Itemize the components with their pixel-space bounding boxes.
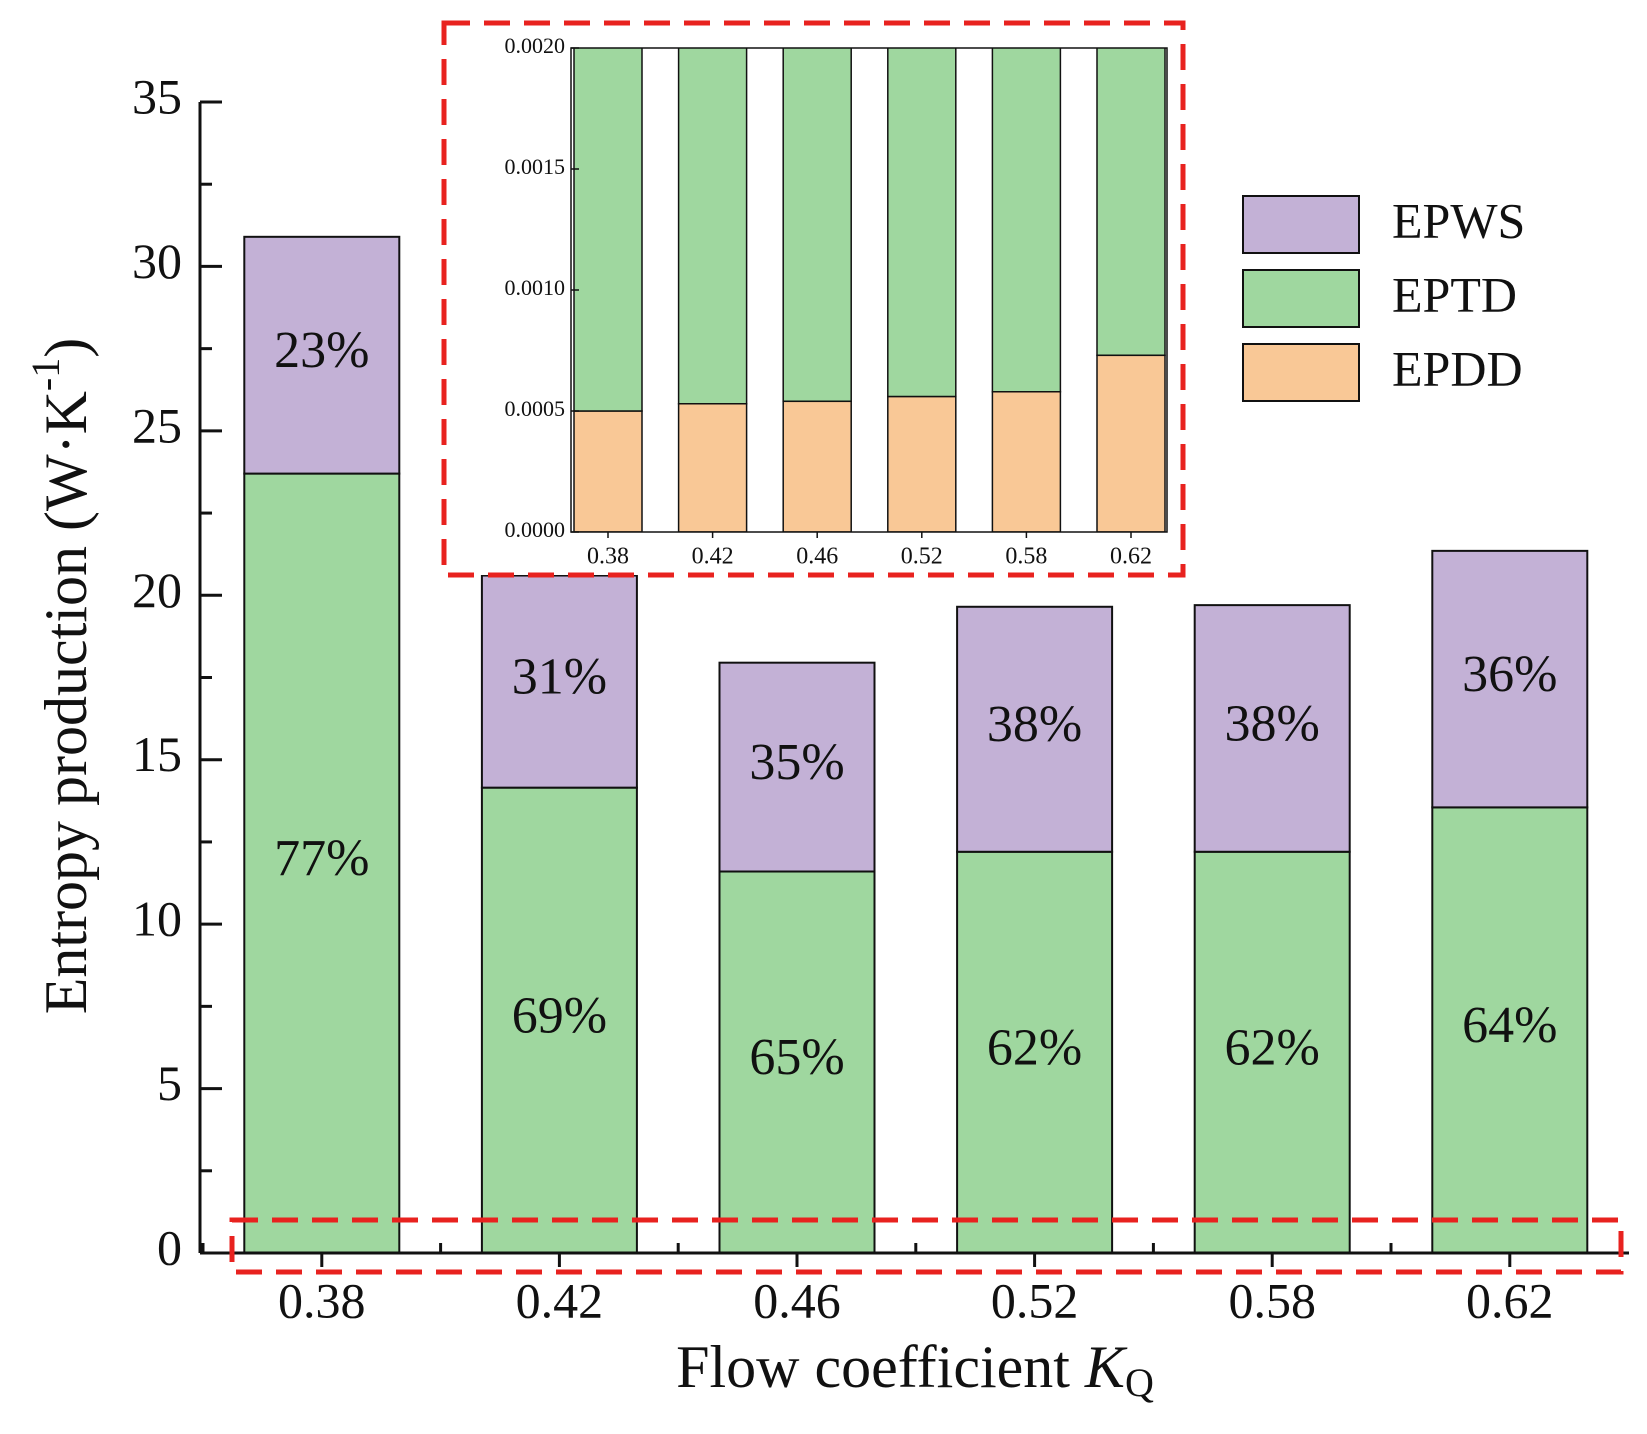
- percent-label: 62%: [1225, 1019, 1320, 1076]
- inset-bar-segment: [782, 48, 852, 402]
- y-tick-label: 20: [132, 562, 182, 618]
- x-tick-label: 0.62: [1466, 1272, 1554, 1328]
- legend-swatch: [1242, 195, 1360, 254]
- highlight-box: [229, 1217, 1624, 1275]
- y-tick-label: 10: [132, 891, 182, 947]
- bar-segment: [956, 850, 1114, 1254]
- inset-bar-segment: [573, 48, 643, 412]
- percent-label: 36%: [1462, 646, 1557, 703]
- inset-x-tick-label: 0.38: [587, 544, 629, 570]
- percent-label: 62%: [987, 1019, 1082, 1076]
- bar-segment: [718, 661, 876, 873]
- inset-y-tick-label: 0.0000: [505, 517, 566, 542]
- percent-label: 31%: [512, 649, 607, 706]
- bar-segment: [480, 574, 638, 789]
- percent-label: 23%: [274, 322, 369, 379]
- y-label-sup: -1: [23, 358, 68, 391]
- y-tick-label: 0: [157, 1219, 182, 1275]
- y-tick-label: 25: [132, 397, 182, 453]
- inset-bar-segment: [887, 48, 957, 398]
- bar-segment: [1193, 604, 1351, 853]
- bar-segment: [718, 870, 876, 1254]
- percent-label: 64%: [1462, 997, 1557, 1054]
- inset-x-tick-label: 0.46: [796, 544, 838, 570]
- inset-x-tick-label: 0.62: [1110, 544, 1152, 570]
- bar-segment: [1431, 549, 1589, 809]
- percent-label: 38%: [987, 696, 1082, 753]
- bar-segment: [1193, 850, 1351, 1254]
- y-tick-label: 30: [132, 233, 182, 289]
- inset-plot: 0.38 0.42 0.46 0.52 0.58 0.62 0.0000 0.0005 0.00…: [505, 33, 1168, 570]
- percent-label: 35%: [749, 734, 844, 791]
- legend-label: EPTD: [1392, 266, 1517, 322]
- legend-label: EPDD: [1392, 340, 1523, 396]
- x-label-sub: Q: [1125, 1360, 1154, 1405]
- inset-y-tick-label: 0.0020: [505, 33, 566, 58]
- inset-x-tick-label: 0.52: [901, 544, 943, 570]
- x-tick-label: 0.52: [991, 1272, 1079, 1328]
- bar-segment: [480, 786, 638, 1254]
- x-tick-label: 0.58: [1228, 1272, 1316, 1328]
- inset-y-tick-label: 0.0010: [505, 275, 566, 300]
- bar-segment: [956, 605, 1114, 853]
- inset-y-tick-label: 0.0015: [505, 154, 566, 179]
- bar-segment: [1431, 806, 1589, 1254]
- percent-label: 38%: [1225, 695, 1320, 752]
- x-tick-label: 0.42: [516, 1272, 604, 1328]
- y-tick-label: 35: [132, 68, 182, 124]
- bar-segment: [243, 472, 401, 1254]
- inset-x-tick-label: 0.58: [1005, 544, 1047, 570]
- legend-swatch: [1242, 269, 1360, 328]
- main-plot: 77% 23% 0.38 69% 31% 0.42 65% 35% 0.46 62% 38% 0.52…: [23, 68, 1629, 1405]
- x-axis-label: Flow coefficient KQ: [676, 1334, 1154, 1405]
- y-tick-label: 15: [132, 726, 182, 782]
- x-tick-label: 0.46: [753, 1272, 841, 1328]
- inset-bar-segment: [1096, 354, 1166, 532]
- x-label-text: Flow coefficient: [676, 1334, 1085, 1400]
- inset-bar-segment: [991, 48, 1062, 393]
- x-tick-label: 0.38: [278, 1272, 366, 1328]
- legend-label: EPWS: [1392, 192, 1525, 248]
- inset-axes-box: [570, 47, 1168, 533]
- inset-bars: [573, 48, 1166, 532]
- inset-bar-segment: [677, 48, 748, 405]
- inset-bar-segment: [991, 390, 1062, 532]
- inset-bar-segment: [1096, 48, 1166, 356]
- inset-x-tick-label: 0.42: [692, 544, 734, 570]
- x-label-var: K: [1084, 1334, 1128, 1400]
- y-label-end: ): [33, 338, 99, 358]
- percent-label: 69%: [512, 987, 607, 1044]
- y-tick-label: 5: [157, 1055, 182, 1111]
- inset-bar-segment: [677, 402, 748, 532]
- bar-segment: [243, 235, 401, 475]
- inset-bar-segment: [782, 400, 852, 532]
- y-axis-label: Entropy production (W·K-1): [23, 338, 99, 1015]
- inset-bar-segment: [573, 410, 643, 532]
- y-label-text: Entropy production (W·K: [33, 391, 99, 1014]
- percent-label: 77%: [274, 830, 369, 887]
- percent-label: 65%: [749, 1029, 844, 1086]
- inset-bar-segment: [887, 395, 957, 532]
- inset-y-tick-label: 0.0005: [505, 396, 566, 421]
- legend-swatch: [1242, 343, 1360, 402]
